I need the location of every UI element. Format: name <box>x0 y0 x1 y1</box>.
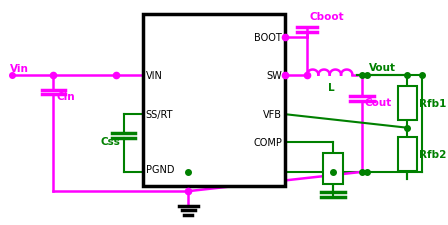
Text: L: L <box>328 83 335 93</box>
Text: SS/RT: SS/RT <box>146 110 173 120</box>
Text: Cboot: Cboot <box>310 11 345 22</box>
Text: Vin: Vin <box>10 63 29 73</box>
Text: Vout: Vout <box>369 63 396 72</box>
Text: Rfb1: Rfb1 <box>419 99 446 109</box>
Text: Cin: Cin <box>57 92 76 102</box>
Bar <box>398 138 417 171</box>
Text: VIN: VIN <box>146 70 163 80</box>
Text: PGND: PGND <box>146 164 174 174</box>
Text: Cout: Cout <box>365 97 392 107</box>
Text: Rfb2: Rfb2 <box>419 150 446 160</box>
Text: SW: SW <box>266 70 282 80</box>
Text: COMP: COMP <box>253 137 282 147</box>
Text: VFB: VFB <box>263 110 282 120</box>
Bar <box>398 87 417 120</box>
Text: Css: Css <box>101 137 121 147</box>
Bar <box>323 153 343 184</box>
Text: BOOT: BOOT <box>254 33 282 43</box>
FancyBboxPatch shape <box>143 16 285 187</box>
